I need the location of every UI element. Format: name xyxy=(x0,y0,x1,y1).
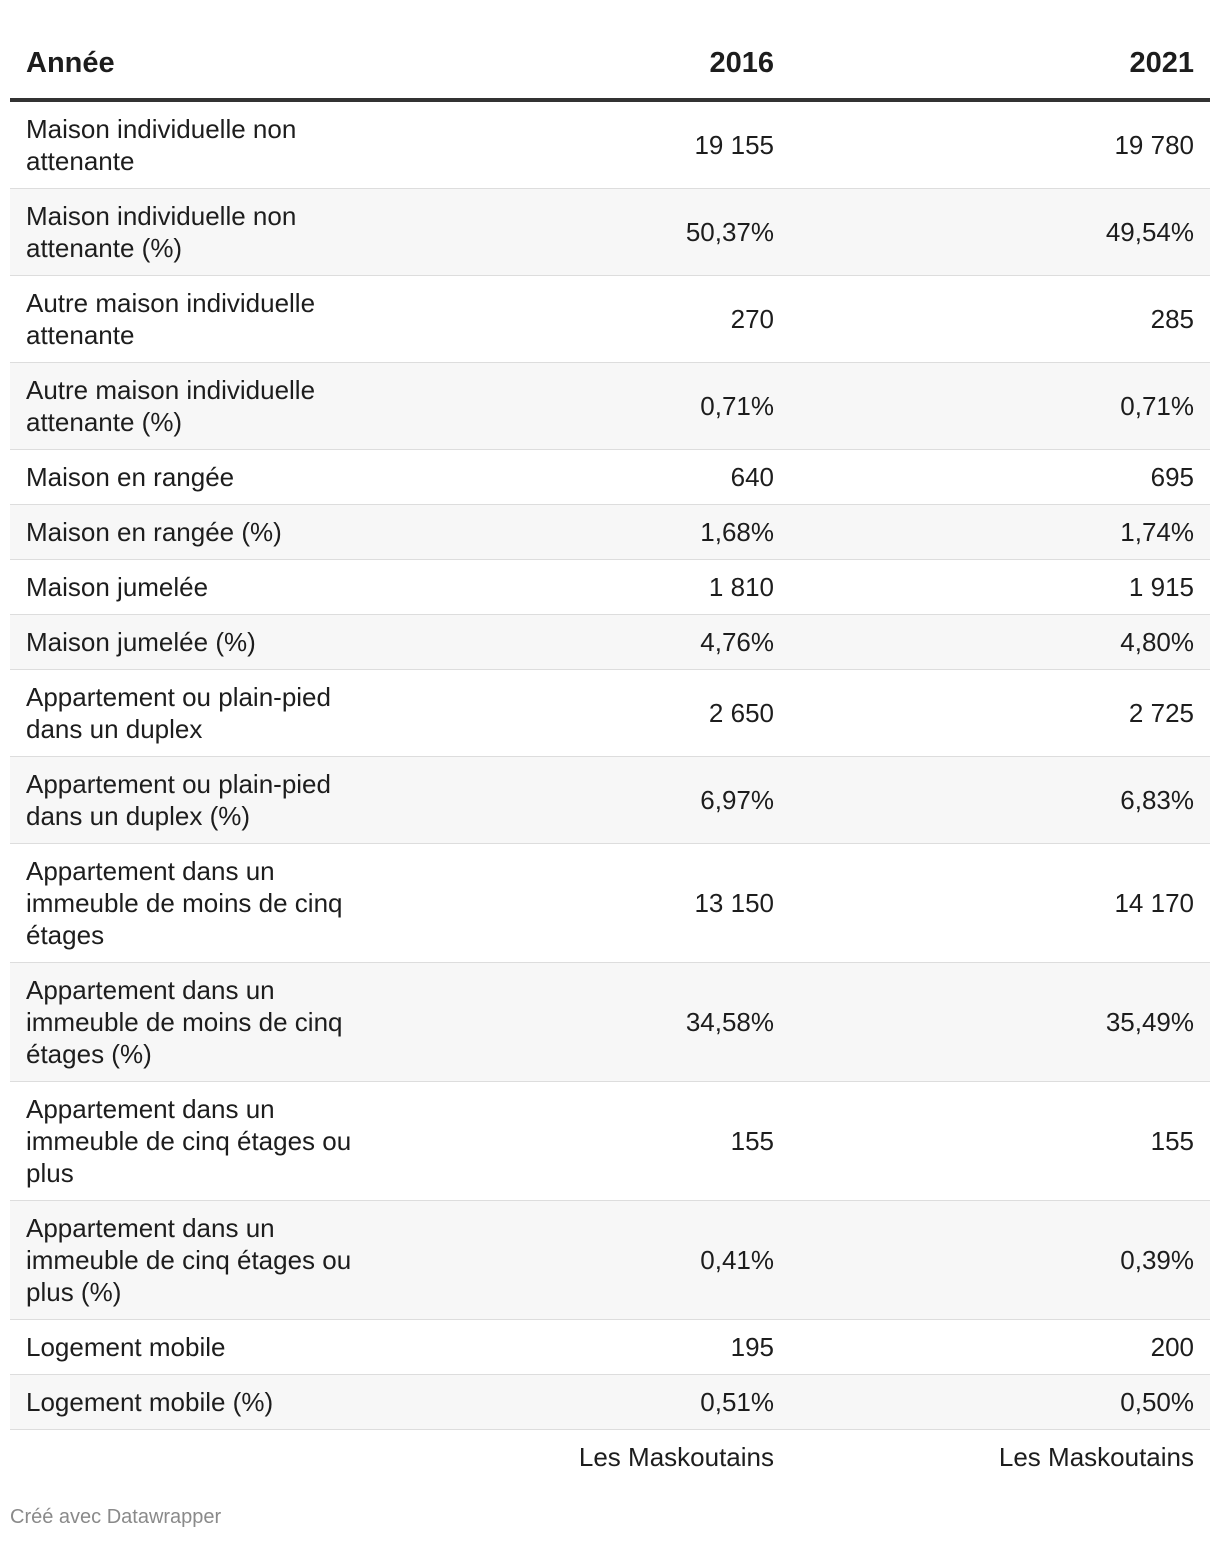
row-label: Maison jumelée (%) xyxy=(10,614,390,670)
row-label: Logement mobile xyxy=(10,1319,390,1375)
table-row: Logement mobile 195 200 xyxy=(10,1319,1210,1375)
data-table-container: Année 2016 2021 Maison individuelle non … xyxy=(10,28,1210,1484)
cell-2016: 13 150 xyxy=(390,843,790,963)
row-label: Autre maison individuelle attenante (%) xyxy=(10,362,390,450)
footer-cell-empty xyxy=(10,1430,390,1485)
table-row: Maison en rangée 640 695 xyxy=(10,449,1210,505)
row-label: Maison en rangée xyxy=(10,449,390,505)
row-label: Appartement dans un immeuble de moins de… xyxy=(10,962,390,1082)
cell-2016: 1,68% xyxy=(390,504,790,560)
table-row: Autre maison individuelle attenante (%) 0… xyxy=(10,362,1210,450)
cell-2016: 50,37% xyxy=(390,188,790,276)
cell-2016: 1 810 xyxy=(390,559,790,615)
data-table: Année 2016 2021 Maison individuelle non … xyxy=(10,28,1210,1484)
table-row: Logement mobile (%) 0,51% 0,50% xyxy=(10,1374,1210,1430)
cell-2021: 49,54% xyxy=(790,188,1210,276)
cell-2016: 195 xyxy=(390,1319,790,1375)
table-row: Appartement ou plain-pied dans un duplex… xyxy=(10,756,1210,844)
cell-2021: 19 780 xyxy=(790,100,1210,189)
cell-2016: 0,51% xyxy=(390,1374,790,1430)
row-label: Appartement dans un immeuble de cinq éta… xyxy=(10,1081,390,1201)
cell-2021: 14 170 xyxy=(790,843,1210,963)
cell-2021: 695 xyxy=(790,449,1210,505)
cell-2021: 200 xyxy=(790,1319,1210,1375)
cell-2021: 0,39% xyxy=(790,1200,1210,1320)
cell-2021: 155 xyxy=(790,1081,1210,1201)
cell-2021: 0,50% xyxy=(790,1374,1210,1430)
cell-2016: 19 155 xyxy=(390,100,790,189)
table-row: Autre maison individuelle attenante 270 28… xyxy=(10,275,1210,363)
table-row: Appartement dans un immeuble de cinq éta… xyxy=(10,1081,1210,1201)
row-label: Maison jumelée xyxy=(10,559,390,615)
table-row: Appartement dans un immeuble de moins de… xyxy=(10,843,1210,963)
cell-2016: 6,97% xyxy=(390,756,790,844)
cell-2021: 1 915 xyxy=(790,559,1210,615)
row-label: Logement mobile (%) xyxy=(10,1374,390,1430)
table-row: Maison individuelle non attenante (%) 50,… xyxy=(10,188,1210,276)
table-body: Maison individuelle non attenante 19 155 1… xyxy=(10,100,1210,1430)
cell-2021: 4,80% xyxy=(790,614,1210,670)
cell-2016: 640 xyxy=(390,449,790,505)
footer-cell-2016: Les Maskoutains xyxy=(578,1442,774,1472)
cell-2021: 6,83% xyxy=(790,756,1210,844)
header-row: Année 2016 2021 xyxy=(10,28,1210,102)
column-header-2021[interactable]: 2021 xyxy=(790,28,1210,102)
footer-row: Les Maskoutains Les Maskoutains xyxy=(10,1430,1210,1485)
cell-2021: 35,49% xyxy=(790,962,1210,1082)
cell-2016: 270 xyxy=(390,275,790,363)
cell-2016: 4,76% xyxy=(390,614,790,670)
table-row: Maison individuelle non attenante 19 155 1… xyxy=(10,100,1210,189)
table-row: Appartement ou plain-pied dans un duplex… xyxy=(10,669,1210,757)
row-label: Appartement ou plain-pied dans un duplex xyxy=(10,669,390,757)
cell-2021: 285 xyxy=(790,275,1210,363)
table-row: Maison en rangée (%) 1,68% 1,74% xyxy=(10,504,1210,560)
row-label: Appartement dans un immeuble de moins de… xyxy=(10,843,390,963)
cell-2021: 1,74% xyxy=(790,504,1210,560)
row-label: Maison en rangée (%) xyxy=(10,504,390,560)
table-header: Année 2016 2021 xyxy=(10,28,1210,102)
table-footer: Les Maskoutains Les Maskoutains xyxy=(10,1430,1210,1485)
cell-2016: 2 650 xyxy=(390,669,790,757)
row-label: Appartement ou plain-pied dans un duplex… xyxy=(10,756,390,844)
cell-2016: 155 xyxy=(390,1081,790,1201)
row-label: Appartement dans un immeuble de cinq éta… xyxy=(10,1200,390,1320)
cell-2021: 0,71% xyxy=(790,362,1210,450)
column-header-2016[interactable]: 2016 xyxy=(390,28,790,102)
table-row: Appartement dans un immeuble de moins de… xyxy=(10,962,1210,1082)
row-label: Maison individuelle non attenante (%) xyxy=(10,188,390,276)
row-label: Maison individuelle non attenante xyxy=(10,100,390,189)
footer-cell-2021: Les Maskoutains xyxy=(998,1442,1194,1472)
table-row: Appartement dans un immeuble de cinq éta… xyxy=(10,1200,1210,1320)
cell-2016: 34,58% xyxy=(390,962,790,1082)
cell-2021: 2 725 xyxy=(790,669,1210,757)
table-row: Maison jumelée (%) 4,76% 4,80% xyxy=(10,614,1210,670)
cell-2016: 0,71% xyxy=(390,362,790,450)
row-label: Autre maison individuelle attenante xyxy=(10,275,390,363)
credit-text[interactable]: Créé avec Datawrapper xyxy=(10,1506,222,1528)
column-header-label[interactable]: Année xyxy=(10,28,390,102)
cell-2016: 0,41% xyxy=(390,1200,790,1320)
table-row: Maison jumelée 1 810 1 915 xyxy=(10,559,1210,615)
